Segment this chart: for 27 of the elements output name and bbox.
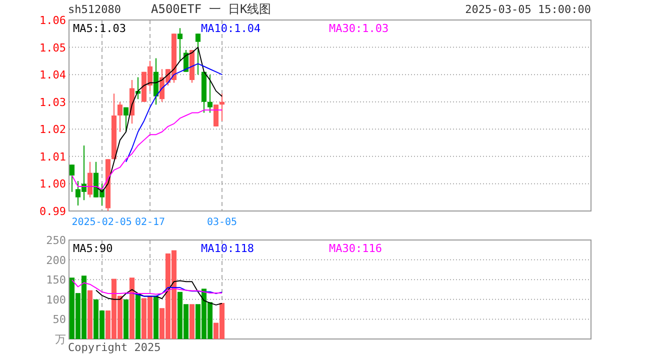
- ytick: 1.03: [40, 96, 66, 109]
- ytick: 1.01: [40, 150, 66, 164]
- ytick: 100: [46, 293, 66, 306]
- annotation: 2025-03-05 15:00:00: [465, 3, 591, 16]
- ytick: 万: [55, 333, 66, 346]
- ytick: 0.99: [40, 205, 66, 218]
- legend: MA10:1.04: [201, 22, 261, 35]
- ytick: 1.04: [40, 68, 66, 82]
- legend: MA30:116: [329, 242, 382, 255]
- ytick: 1.05: [40, 41, 66, 54]
- ytick: 1.02: [40, 123, 66, 136]
- legend: MA5:90: [73, 242, 113, 255]
- ytick: 250: [46, 234, 66, 247]
- xtick: 03-05: [206, 217, 238, 228]
- xtick: 2025-02-05: [72, 217, 132, 228]
- subtitle: sh512080: [68, 3, 121, 16]
- ytick: 1.06: [40, 14, 66, 27]
- title: A500ETF 一 日K线图: [151, 2, 272, 16]
- legend: MA30:1.03: [329, 22, 389, 35]
- legend: MA5:1.03: [73, 22, 126, 35]
- ytick: 1.00: [40, 178, 66, 191]
- legend: MA10:118: [201, 242, 254, 255]
- xtick: 02-17: [134, 217, 166, 228]
- ytick: 50: [52, 313, 66, 326]
- annotation: Copyright 2025: [68, 341, 161, 354]
- ytick: 200: [46, 254, 66, 267]
- ytick: 150: [46, 274, 66, 287]
